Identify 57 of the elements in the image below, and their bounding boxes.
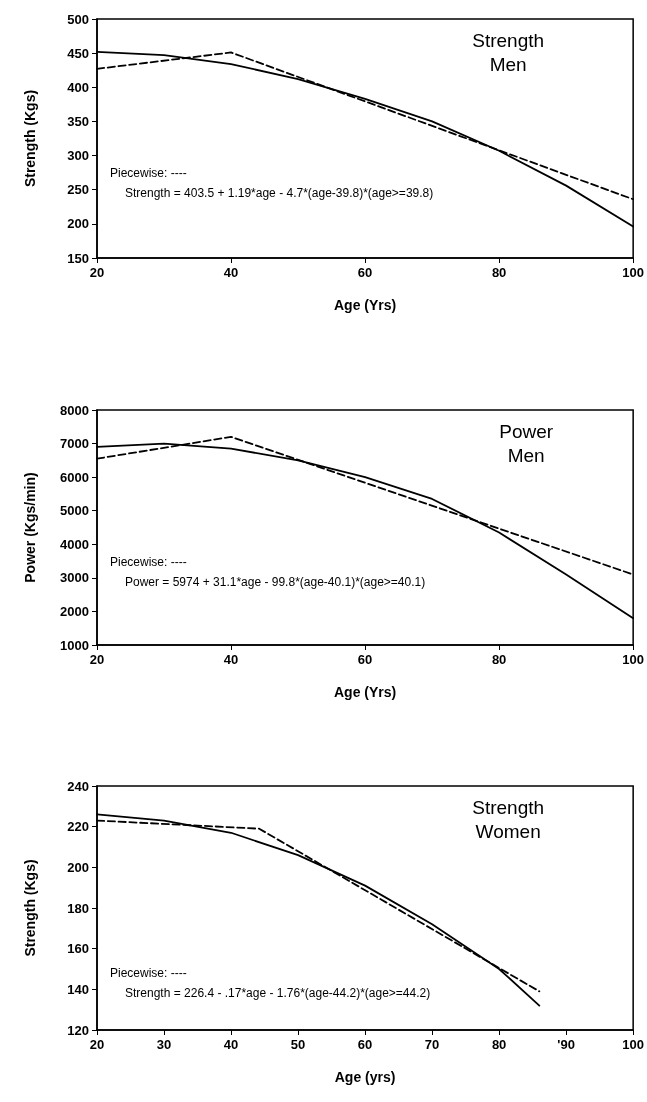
annotation: Power = 5974 + 31.1*age - 99.8*(age-40.1)*(age>=40.1): [125, 574, 426, 589]
y-tick-label: 350: [67, 113, 89, 129]
y-tick-label: 300: [67, 148, 89, 164]
text: Strength Women: [472, 796, 545, 842]
x-tick-label: 80: [491, 652, 507, 667]
annotation: Piecewise: ----: [110, 965, 187, 980]
x-tick-label: 80: [491, 265, 507, 280]
x-tick-label: 60: [357, 652, 373, 667]
x-tick-label: 70: [424, 1037, 440, 1052]
x-tick-label: 20: [89, 1037, 105, 1052]
x-tick-label: 100: [622, 1037, 645, 1052]
y-tick-label: 150: [67, 250, 89, 266]
x-tick-label: 30: [156, 1037, 172, 1052]
y-tick-label: 160: [67, 941, 89, 957]
x-tick-label: 20: [89, 652, 105, 667]
text: Power Men: [499, 420, 554, 466]
y-tick-label: 250: [67, 182, 89, 198]
y-tick-label: 3000: [60, 570, 89, 586]
x-tick-label: 60: [357, 265, 373, 280]
y-tick-label: 400: [67, 79, 89, 95]
y-tick-label: 4000: [60, 536, 89, 552]
y-tick-label: 450: [67, 45, 89, 61]
x-tick-label: 40: [223, 1037, 239, 1052]
y-tick-label: 140: [67, 981, 89, 997]
y-tick-label: 200: [67, 216, 89, 232]
y-tick-label: 8000: [60, 402, 89, 418]
x-tick-label: 100: [622, 652, 645, 667]
y-axis-title: Strength (Kgs): [22, 859, 38, 957]
y-tick-label: 240: [67, 778, 89, 794]
annotation: Strength = 226.4 - .17*age - 1.76*(age-44.2)*(age>=44.2): [125, 985, 431, 1000]
annotation: Piecewise: ----: [110, 554, 187, 569]
x-axis-title: Age (Yrs): [333, 297, 397, 313]
x-tick-label: 40: [223, 652, 239, 667]
x-axis-title: Age (yrs): [334, 1069, 396, 1085]
x-axis-title: Age (Yrs): [333, 684, 397, 700]
y-tick-label: 1000: [60, 637, 89, 653]
y-tick-label: 2000: [60, 603, 89, 619]
x-tick-label: 20: [89, 265, 105, 280]
y-tick-label: 5000: [60, 503, 89, 519]
y-tick-label: 220: [67, 819, 89, 835]
y-tick-label: 180: [67, 900, 89, 916]
x-tick-label: 60: [357, 1037, 373, 1052]
x-tick-label: 40: [223, 265, 239, 280]
x-tick-label: 50: [290, 1037, 306, 1052]
annotation: Piecewise: ----: [110, 166, 187, 181]
y-axis-title: Power (Kgs/min): [22, 472, 38, 583]
y-tick-label: 120: [67, 1022, 89, 1038]
y-axis-title: Strength (Kgs): [22, 89, 38, 188]
y-tick-label: 6000: [60, 469, 89, 485]
text: Strength Men: [472, 29, 545, 75]
y-tick-label: 500: [67, 11, 89, 27]
x-tick-label: '90: [557, 1037, 575, 1052]
y-tick-label: 7000: [60, 436, 89, 452]
y-tick-label: 200: [67, 859, 89, 875]
annotation: Strength = 403.5 + 1.19*age - 4.7*(age-39.8)*(age>=39.8): [125, 186, 434, 201]
x-tick-label: 80: [491, 1037, 507, 1052]
x-tick-label: 100: [622, 265, 645, 280]
